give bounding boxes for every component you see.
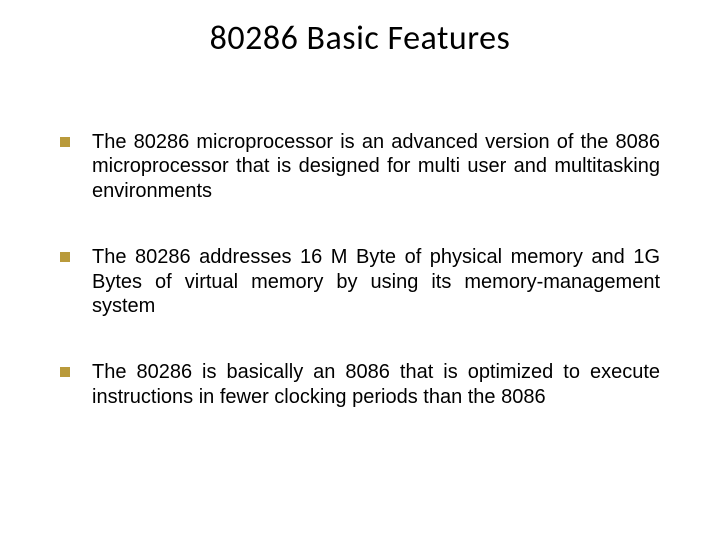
bullet-text: The 80286 is basically an 8086 that is o… [92, 360, 660, 409]
bullet-icon [60, 367, 70, 377]
bullet-text: The 80286 addresses 16 M Byte of physica… [92, 245, 660, 318]
bullet-icon [60, 252, 70, 262]
slide-title: 80286 Basic Features [0, 18, 720, 59]
slide-body: The 80286 microprocessor is an advanced … [60, 130, 660, 451]
list-item: The 80286 addresses 16 M Byte of physica… [60, 245, 660, 318]
slide: 80286 Basic Features The 80286 microproc… [0, 0, 720, 540]
list-item: The 80286 microprocessor is an advanced … [60, 130, 660, 203]
list-item: The 80286 is basically an 8086 that is o… [60, 360, 660, 409]
bullet-text: The 80286 microprocessor is an advanced … [92, 130, 660, 203]
bullet-icon [60, 137, 70, 147]
